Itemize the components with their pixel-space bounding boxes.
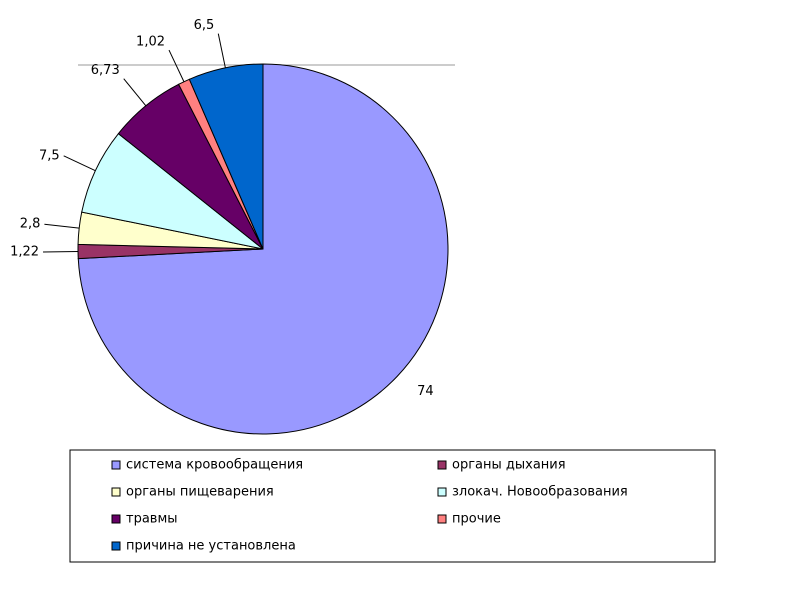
legend-swatch <box>112 542 120 550</box>
legend-swatch <box>112 488 120 496</box>
legend-label: органы дыхания <box>452 458 566 473</box>
legend-label: злокач. Новообразования <box>452 485 628 500</box>
data-label: 1,02 <box>136 35 165 50</box>
leader-line <box>169 50 184 82</box>
legend-swatch <box>112 515 120 523</box>
legend-swatch <box>438 461 446 469</box>
leader-line <box>44 224 79 228</box>
legend-label: система кровообращения <box>126 458 303 473</box>
data-label: 6,5 <box>194 18 215 33</box>
legend-label: травмы <box>126 512 178 527</box>
data-label: 6,73 <box>91 63 120 78</box>
data-label: 1,22 <box>10 245 39 260</box>
leader-line <box>64 156 96 171</box>
leader-line <box>218 34 225 68</box>
legend-label: причина не установлена <box>126 539 296 554</box>
legend-swatch <box>438 515 446 523</box>
legend-swatch <box>112 461 120 469</box>
legend-label: органы пищеварения <box>126 485 274 500</box>
data-label: 2,8 <box>20 217 41 232</box>
data-label: 7,5 <box>39 148 60 163</box>
legend-label: прочие <box>452 512 501 527</box>
legend-swatch <box>438 488 446 496</box>
data-label: 74 <box>417 384 434 399</box>
leader-line <box>124 79 146 106</box>
